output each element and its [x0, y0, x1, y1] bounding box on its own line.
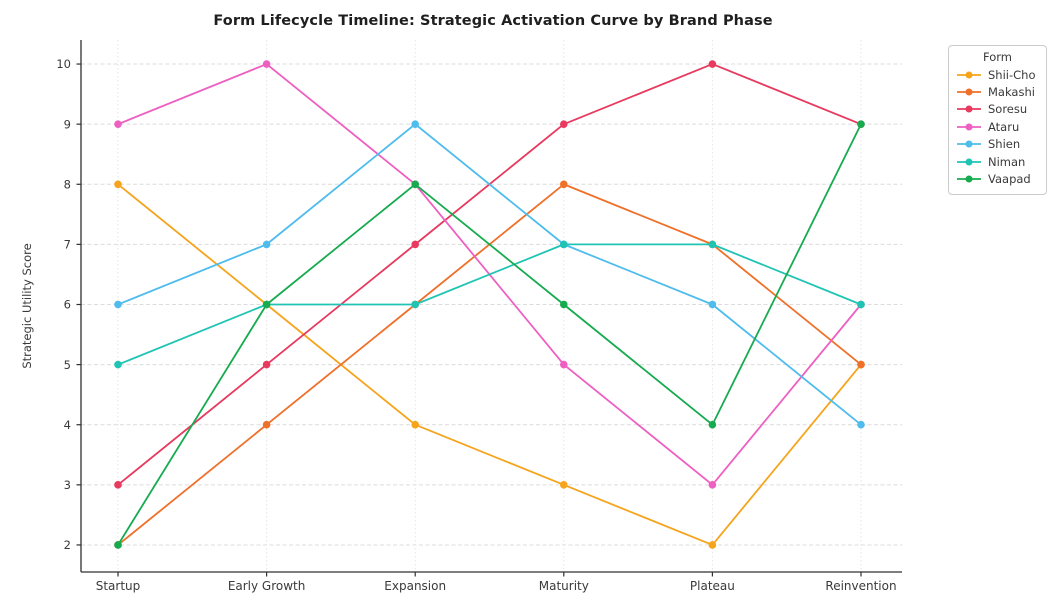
data-point-soresu	[114, 481, 122, 489]
x-tick-label: Early Growth	[228, 579, 306, 593]
data-point-shii-cho	[114, 180, 122, 189]
legend-label: Soresu	[988, 102, 1028, 117]
legend-items: Shii-Cho Makashi Soresu Ataru Shien Niman Vaap…	[956, 66, 1039, 188]
data-point-vaapad	[411, 180, 420, 189]
legend-label: Makashi	[988, 85, 1035, 100]
data-point-makashi	[560, 180, 568, 189]
legend: Form Shii-Cho Makashi Soresu Ataru Shien Nima…	[948, 45, 1047, 195]
data-point-shii-cho	[411, 420, 420, 429]
data-point-ataru	[114, 120, 122, 128]
chart-title: Form Lifecycle Timeline: Strategic Activ…	[213, 13, 773, 29]
data-point-vaapad	[114, 541, 122, 549]
data-point-shii-cho	[708, 541, 717, 549]
data-point-niman	[411, 300, 420, 309]
legend-marker-shien	[957, 140, 981, 148]
y-tick-label: 9	[64, 117, 71, 131]
y-tick-label: 3	[64, 478, 71, 492]
data-point-soresu	[411, 240, 420, 249]
data-point-vaapad	[262, 300, 271, 309]
data-point-niman	[857, 300, 865, 309]
legend-item-ataru: Ataru	[956, 118, 1039, 135]
data-point-niman	[114, 360, 122, 369]
series-line-vaapad	[117, 123, 862, 546]
legend-label: Ataru	[988, 119, 1020, 134]
y-tick-label: 10	[56, 57, 71, 71]
legend-marker-niman	[957, 158, 981, 166]
series-line-shii-cho	[117, 183, 862, 546]
data-point-makashi	[857, 360, 865, 369]
x-tick-label: Reinvention	[825, 579, 896, 593]
series-line-shien	[117, 123, 862, 426]
data-point-ataru	[262, 60, 271, 68]
y-tick-label: 4	[64, 418, 71, 432]
data-point-soresu	[262, 360, 271, 369]
legend-label: Shii-Cho	[988, 67, 1036, 82]
data-point-soresu	[708, 60, 717, 68]
legend-item-shii-cho: Shii-Cho	[956, 66, 1039, 83]
x-tick-label: Expansion	[384, 579, 446, 593]
legend-item-niman: Niman	[956, 153, 1039, 170]
data-point-ataru	[560, 360, 568, 369]
data-point-shien	[411, 120, 420, 128]
data-point-shien	[857, 420, 865, 429]
legend-marker-ataru	[957, 123, 981, 131]
data-point-soresu	[560, 120, 568, 128]
x-tick-label: Plateau	[690, 579, 735, 593]
x-tick-label: Maturity	[539, 579, 589, 593]
y-tick-label: 8	[64, 177, 71, 191]
legend-item-makashi: Makashi	[956, 83, 1039, 100]
legend-label: Vaapad	[988, 172, 1031, 187]
data-point-shien	[708, 300, 717, 309]
y-tick-label: 6	[64, 298, 71, 312]
x-tick-label: Startup	[96, 579, 141, 593]
data-point-vaapad	[708, 420, 717, 429]
data-point-niman	[708, 240, 717, 249]
y-tick-label: 5	[64, 358, 71, 372]
legend-marker-soresu	[957, 105, 981, 113]
data-point-vaapad	[857, 120, 865, 128]
legend-item-shien: Shien	[956, 136, 1039, 153]
y-tick-label: 7	[64, 238, 71, 252]
legend-label: Niman	[988, 154, 1026, 169]
data-point-shien	[114, 300, 122, 309]
data-point-ataru	[708, 481, 717, 489]
data-point-niman	[560, 240, 568, 249]
series-line-niman	[117, 243, 862, 366]
y-tick-label: 2	[64, 538, 71, 552]
legend-label: Shien	[988, 137, 1021, 152]
data-point-vaapad	[560, 300, 568, 309]
legend-item-soresu: Soresu	[956, 101, 1039, 118]
data-point-shii-cho	[560, 481, 568, 489]
legend-item-vaapad: Vaapad	[956, 170, 1039, 187]
legend-marker-shii-cho	[957, 71, 981, 79]
legend-marker-makashi	[957, 88, 981, 96]
data-point-shien	[262, 240, 271, 249]
legend-marker-vaapad	[957, 175, 981, 183]
legend-title: Form	[983, 50, 1012, 64]
data-point-makashi	[262, 420, 271, 429]
